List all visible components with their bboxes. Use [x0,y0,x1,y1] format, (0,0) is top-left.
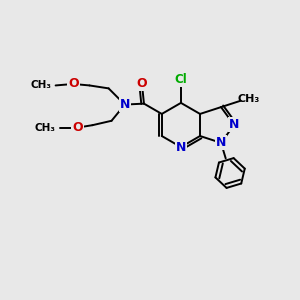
Text: N: N [229,118,239,131]
Text: CH₃: CH₃ [34,122,56,133]
Text: O: O [136,76,147,90]
Text: CH₃: CH₃ [30,80,51,90]
Text: Cl: Cl [175,73,187,86]
Text: O: O [72,121,83,134]
Text: N: N [216,136,226,149]
Text: N: N [120,98,130,111]
Text: O: O [68,77,79,91]
Text: N: N [176,141,186,154]
Text: CH₃: CH₃ [237,94,260,104]
